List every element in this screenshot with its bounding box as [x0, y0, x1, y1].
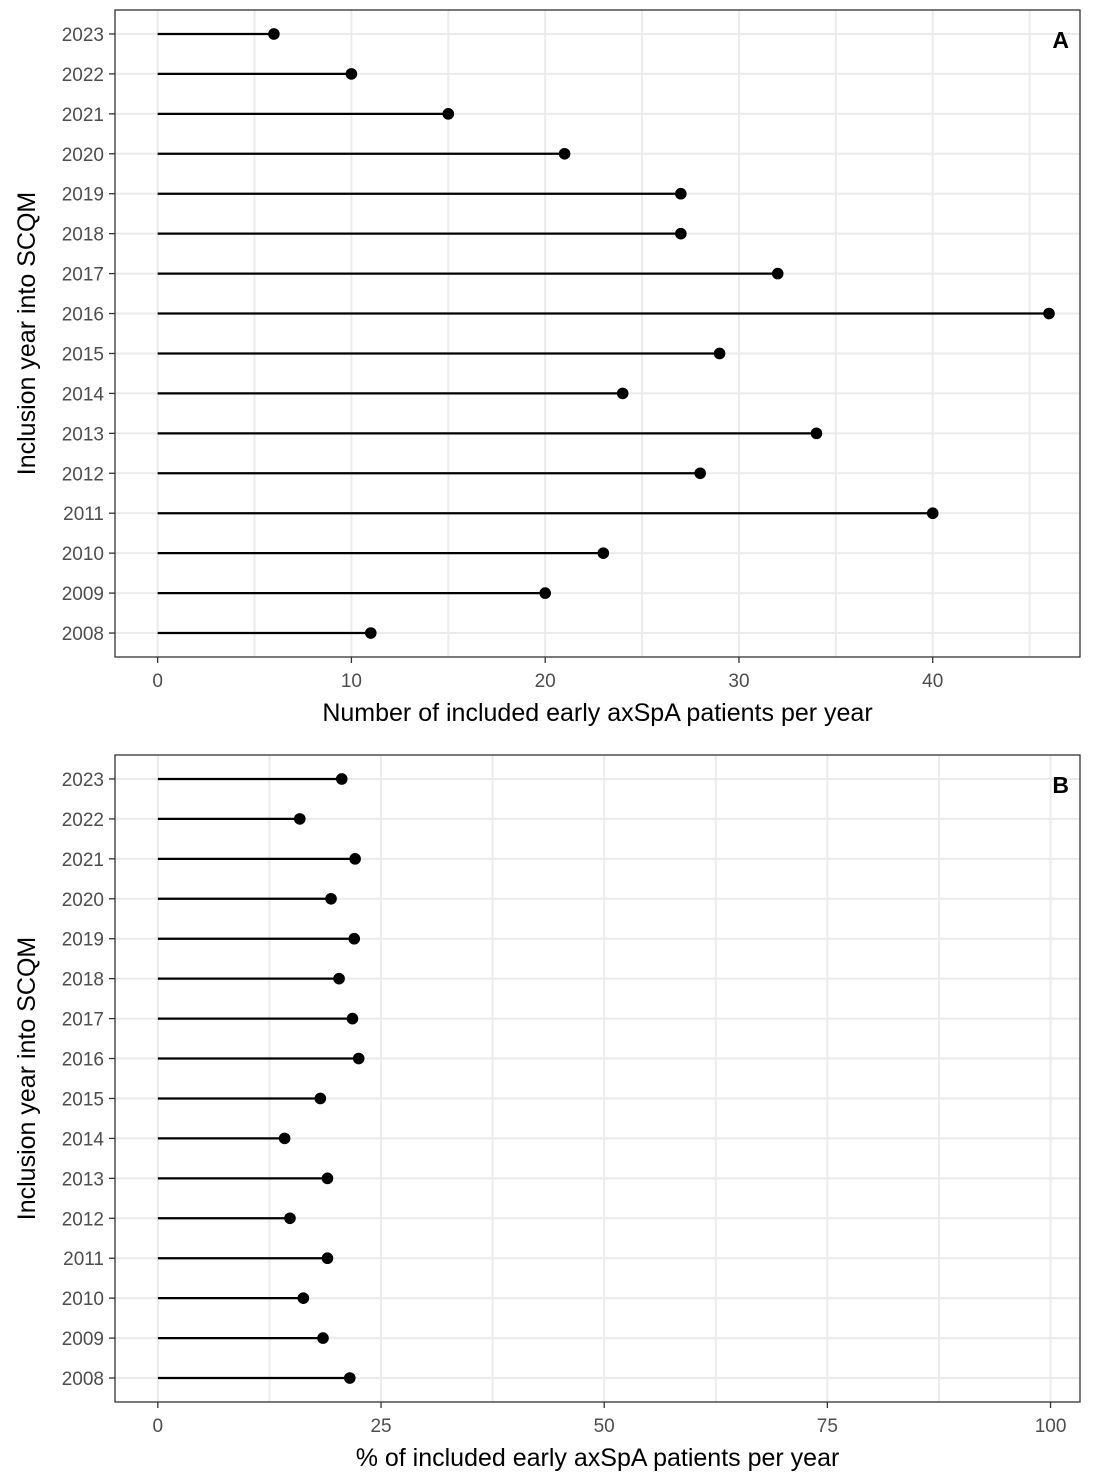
lollipop-point — [926, 507, 939, 520]
lollipop-point — [616, 387, 629, 400]
x-tick-label: 75 — [817, 1416, 838, 1437]
y-tick-label: 2017 — [62, 1010, 104, 1031]
y-tick-label: 2018 — [62, 970, 104, 991]
y-tick-label: 2017 — [62, 265, 104, 286]
lollipop-point — [771, 267, 784, 280]
lollipop-point — [278, 1132, 291, 1145]
y-tick-label: 2013 — [62, 424, 104, 445]
lollipop-point — [558, 147, 571, 160]
lollipop-point — [297, 1292, 310, 1304]
y-tick-label: 2020 — [62, 890, 104, 911]
panel-label: B — [1052, 772, 1069, 798]
y-tick-label: 2012 — [62, 1209, 104, 1230]
y-tick-label: 2011 — [63, 1249, 104, 1270]
y-axis-title: Inclusion year into SCQM — [13, 937, 41, 1220]
y-tick-label: 2015 — [62, 344, 104, 365]
y-axis-title: Inclusion year into SCQM — [13, 192, 41, 475]
lollipop-point — [335, 773, 348, 785]
lollipop-point — [343, 1372, 356, 1384]
y-tick-label: 2010 — [62, 544, 104, 565]
x-tick-label: 10 — [341, 671, 362, 692]
lollipop-point — [284, 1212, 296, 1225]
lollipop-point — [348, 932, 361, 945]
y-tick-label: 2016 — [62, 1050, 104, 1071]
y-tick-label: 2023 — [62, 770, 104, 791]
x-tick-label: 0 — [153, 1416, 164, 1437]
lollipop-point — [349, 853, 361, 865]
y-tick-label: 2022 — [62, 65, 104, 86]
x-tick-label: 100 — [1035, 1416, 1067, 1437]
lollipop-point — [675, 187, 687, 200]
y-tick-label: 2014 — [62, 1129, 105, 1150]
lollipop-point — [1043, 307, 1055, 320]
y-tick-label: 2016 — [62, 305, 104, 326]
y-tick-label: 2009 — [62, 1329, 104, 1350]
lollipop-point — [675, 227, 687, 240]
lollipop-point — [325, 892, 337, 905]
panel-border — [114, 754, 1081, 1403]
y-tick-label: 2022 — [62, 810, 104, 831]
lollipop-point — [293, 813, 306, 825]
y-tick-label: 2009 — [62, 584, 104, 605]
lollipop-point — [539, 587, 551, 599]
x-tick-label: 25 — [370, 1416, 391, 1437]
lollipop-point — [694, 467, 707, 480]
panel-b: 2008 2009 2010 2011 2012 2013 2014 2015 2016 2017… — [13, 754, 1081, 1472]
lollipop-point — [321, 1252, 334, 1265]
y-tick-label: 2020 — [62, 145, 104, 166]
x-tick-label: 50 — [594, 1416, 615, 1437]
lollipop-point — [333, 972, 345, 985]
y-tick-label: 2021 — [62, 850, 104, 871]
x-tick-label: 30 — [728, 671, 749, 692]
y-tick-label: 2010 — [62, 1289, 104, 1310]
y-tick-label: 2008 — [62, 624, 104, 645]
lollipop-point — [597, 547, 610, 559]
y-tick-label: 2013 — [62, 1169, 104, 1190]
x-tick-label: 20 — [535, 671, 556, 692]
lollipop-point — [314, 1092, 327, 1105]
y-tick-label: 2021 — [62, 105, 104, 126]
panel-border — [114, 9, 1081, 658]
y-tick-label: 2019 — [62, 185, 104, 206]
lollipop-point — [346, 1012, 359, 1025]
lollipop-point — [321, 1172, 334, 1185]
y-tick-label: 2008 — [62, 1369, 104, 1390]
panel-a: 2008200920102011201220132014201520162017… — [13, 9, 1081, 727]
lollipop-point — [364, 627, 377, 639]
y-tick-label: 2014 — [62, 384, 105, 405]
x-axis-title: Number of included early axSpA patients … — [322, 699, 872, 727]
lollipop-point — [268, 28, 280, 40]
panel-label: A — [1052, 27, 1069, 53]
x-tick-label: 40 — [922, 671, 943, 692]
y-tick-label: 2012 — [62, 464, 104, 485]
lollipop-point — [352, 1052, 365, 1065]
lollipop-point — [345, 68, 358, 80]
lollipop-point — [317, 1332, 329, 1344]
y-tick-label: 2011 — [63, 504, 104, 525]
y-tick-label: 2015 — [62, 1089, 104, 1110]
y-tick-label: 2019 — [62, 930, 104, 951]
lollipop-point — [810, 427, 823, 440]
y-tick-label: 2023 — [62, 25, 104, 46]
lollipop-point — [442, 108, 455, 120]
lollipop-point — [713, 347, 726, 360]
x-axis-title: % of included early axSpA patients per y… — [356, 1444, 840, 1472]
y-tick-label: 2018 — [62, 225, 104, 246]
x-tick-label: 0 — [152, 671, 163, 692]
